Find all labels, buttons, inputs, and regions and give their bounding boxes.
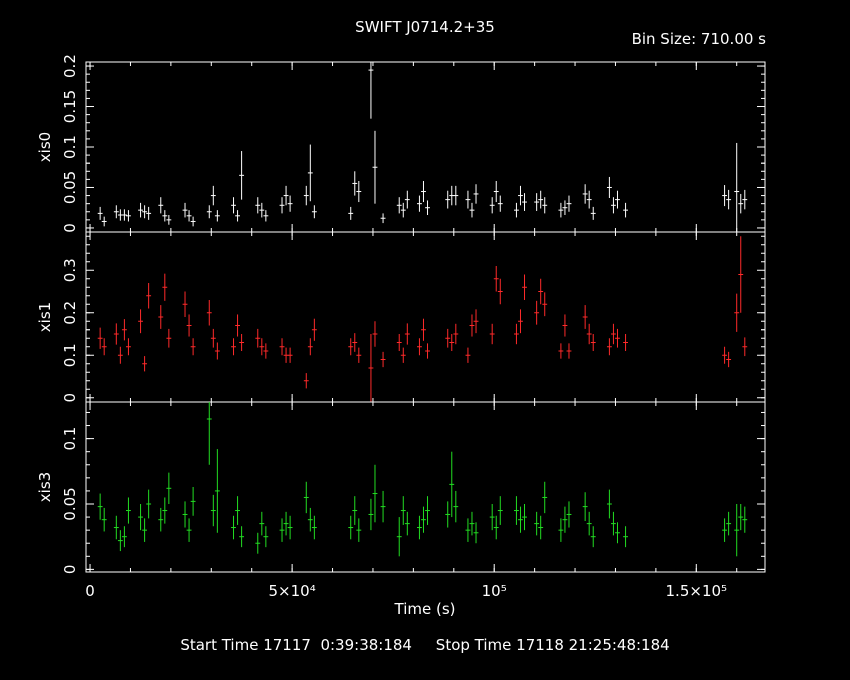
x-axis-label: Time (s) <box>394 600 456 618</box>
xis1-axis-label: xis1 <box>36 302 54 332</box>
xis0-ytick-label: 0 <box>61 223 79 233</box>
x-tick-label: 1.5×10⁵ <box>666 582 728 600</box>
xis0-ytick-label: 0.05 <box>61 171 79 204</box>
xis3-axis-label: xis3 <box>36 472 54 502</box>
time-range-footer: Start Time 17117 0:39:38:184 Stop Time 1… <box>180 636 670 654</box>
xis3-ytick-label: 0.1 <box>61 427 79 451</box>
bin-size-label: Bin Size: 710.00 s <box>631 30 766 48</box>
xis1-ytick-label: 0.3 <box>61 258 79 282</box>
x-tick-label: 0 <box>85 582 95 600</box>
x-tick-label: 10⁵ <box>482 582 507 600</box>
xis0-series <box>97 62 748 232</box>
xis1-ytick-label: 0.1 <box>61 343 79 367</box>
chart-title: SWIFT J0714.2+35 <box>355 18 495 36</box>
xis0-panel-frame <box>85 61 766 233</box>
xis0-axis-label: xis0 <box>36 132 54 162</box>
xis1-series <box>97 236 748 402</box>
xis3-ytick-label: 0 <box>61 565 79 575</box>
xis3-ytick-label: 0.05 <box>61 487 79 520</box>
xis1-ytick-label: 0.2 <box>61 301 79 325</box>
xis3-series <box>97 402 748 557</box>
xis1-panel-frame <box>85 231 766 403</box>
xis1-ytick-label: 0 <box>61 393 79 403</box>
xis3-panel-frame <box>85 401 766 573</box>
xis0-ytick-label: 0.1 <box>61 135 79 159</box>
xis0-ytick-label: 0.2 <box>61 54 79 78</box>
xis0-ytick-label: 0.15 <box>61 90 79 123</box>
x-tick-label: 5×10⁴ <box>269 582 316 600</box>
